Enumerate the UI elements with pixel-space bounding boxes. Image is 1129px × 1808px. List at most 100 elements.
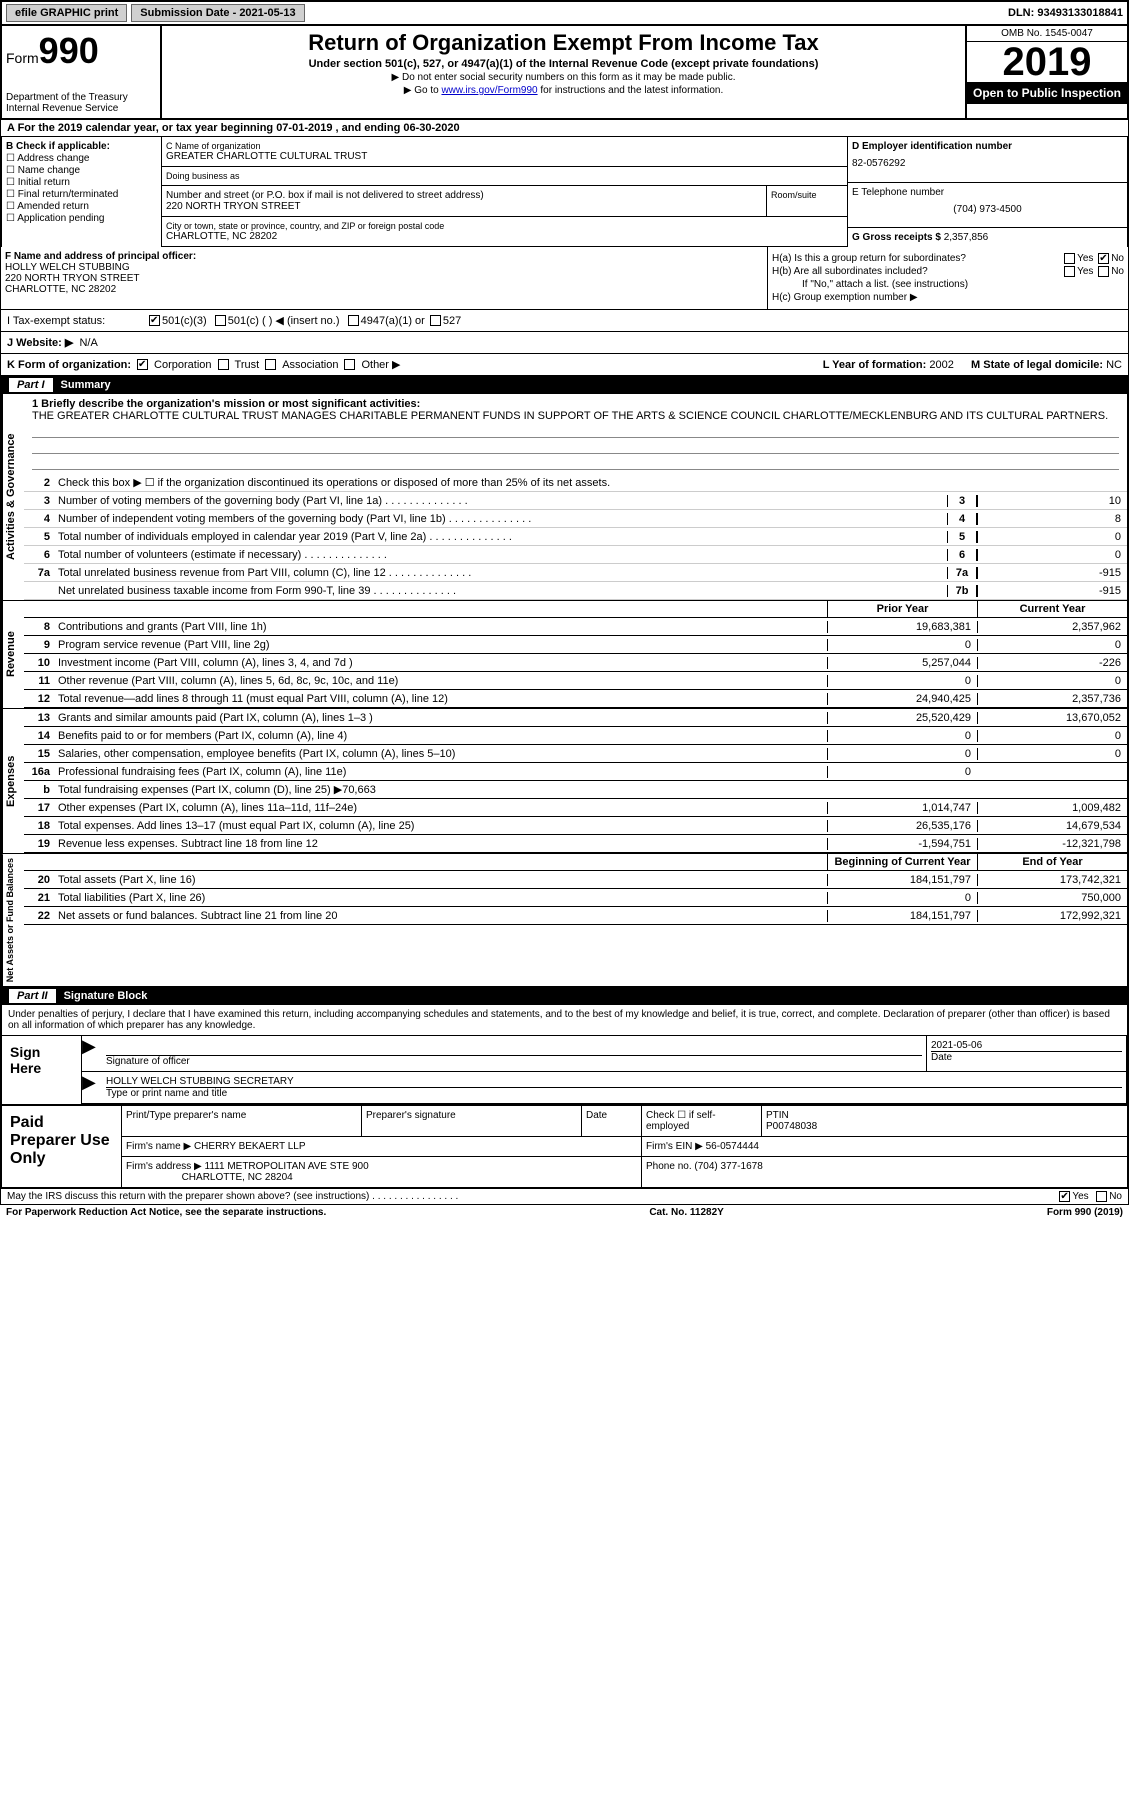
tax-year: 2019 <box>967 42 1127 82</box>
line4-val: 8 <box>977 513 1127 525</box>
preparer-name-header: Print/Type preparer's name <box>122 1106 362 1136</box>
hb-no[interactable] <box>1098 266 1109 277</box>
line20-py: 184,151,797 <box>827 874 977 886</box>
sig-date-label: Date <box>931 1051 1122 1063</box>
line16a-desc: Professional fundraising fees (Part IX, … <box>54 764 827 780</box>
line13-py: 25,520,429 <box>827 712 977 724</box>
column-c: C Name of organization GREATER CHARLOTTE… <box>162 137 847 247</box>
street-address: 220 NORTH TRYON STREET <box>166 201 762 212</box>
row-j: J Website: ▶ N/A <box>0 332 1129 354</box>
chk-501c3[interactable] <box>149 315 160 326</box>
part2-title: Signature Block <box>64 990 148 1002</box>
submission-date-button[interactable]: Submission Date - 2021-05-13 <box>131 4 304 22</box>
firm-ein-label: Firm's EIN ▶ <box>646 1141 703 1152</box>
chk-501c[interactable] <box>215 315 226 326</box>
row-i: I Tax-exempt status: 501(c)(3) 501(c) ( … <box>0 310 1129 332</box>
part1-num: Part I <box>9 378 53 392</box>
line14-desc: Benefits paid to or for members (Part IX… <box>54 728 827 744</box>
form-label: Form <box>6 50 39 66</box>
line19-cy: -12,321,798 <box>977 838 1127 850</box>
line13-cy: 13,670,052 <box>977 712 1127 724</box>
chk-final-return[interactable]: ☐ Final return/terminated <box>6 189 157 200</box>
line15-py: 0 <box>827 748 977 760</box>
discuss-question: May the IRS discuss this return with the… <box>7 1191 458 1202</box>
line13-desc: Grants and similar amounts paid (Part IX… <box>54 710 827 726</box>
note2-pre: ▶ Go to <box>404 85 442 96</box>
line3-desc: Number of voting members of the governin… <box>54 493 947 509</box>
arrow-icon: ▶ <box>82 1036 102 1071</box>
opt-other: Other ▶ <box>361 358 400 371</box>
chk-corporation[interactable] <box>137 359 148 370</box>
boy-header: Beginning of Current Year <box>827 854 977 870</box>
self-employed-header: Check ☐ if self-employed <box>642 1106 762 1136</box>
chk-trust[interactable] <box>218 359 229 370</box>
chk-association[interactable] <box>265 359 276 370</box>
eoy-header: End of Year <box>977 854 1127 870</box>
cat-no: Cat. No. 11282Y <box>649 1207 723 1218</box>
line20-cy: 173,742,321 <box>977 874 1127 886</box>
expenses-section: Expenses 13Grants and similar amounts pa… <box>0 709 1129 854</box>
firm-addr-label: Firm's address ▶ <box>126 1161 202 1172</box>
print-name-label: Type or print name and title <box>106 1087 1122 1099</box>
line7a-val: -915 <box>977 567 1127 579</box>
officer-print-name: HOLLY WELCH STUBBING SECRETARY <box>106 1076 1122 1087</box>
line6-val: 0 <box>977 549 1127 561</box>
line11-py: 0 <box>827 675 977 687</box>
activities-governance-section: Activities & Governance 1 Briefly descri… <box>0 394 1129 601</box>
chk-4947[interactable] <box>348 315 359 326</box>
line14-py: 0 <box>827 730 977 742</box>
line8-desc: Contributions and grants (Part VIII, lin… <box>54 619 827 635</box>
opt-trust: Trust <box>235 359 260 371</box>
line11-cy: 0 <box>977 675 1127 687</box>
efile-button[interactable]: efile GRAPHIC print <box>6 4 127 22</box>
side-label-activities: Activities & Governance <box>2 394 24 600</box>
chk-application-pending[interactable]: ☐ Application pending <box>6 213 157 224</box>
chk-527[interactable] <box>430 315 441 326</box>
discuss-no[interactable] <box>1096 1191 1107 1202</box>
discuss-yes[interactable] <box>1059 1191 1070 1202</box>
i-label: I Tax-exempt status: <box>7 315 147 327</box>
ha-no[interactable] <box>1098 253 1109 264</box>
line8-cy: 2,357,962 <box>977 621 1127 633</box>
opt-501c3: 501(c)(3) <box>162 315 207 327</box>
period-row: A For the 2019 calendar year, or tax yea… <box>0 120 1129 137</box>
website-value: N/A <box>79 337 97 349</box>
line15-cy: 0 <box>977 748 1127 760</box>
hb-yes[interactable] <box>1064 266 1075 277</box>
form990-link[interactable]: www.irs.gov/Form990 <box>441 85 537 96</box>
line21-desc: Total liabilities (Part X, line 26) <box>54 890 827 906</box>
line15-desc: Salaries, other compensation, employee b… <box>54 746 827 762</box>
discuss-row: May the IRS discuss this return with the… <box>0 1189 1129 1205</box>
line22-py: 184,151,797 <box>827 910 977 922</box>
firm-phone: (704) 377-1678 <box>694 1161 762 1172</box>
line8-py: 19,683,381 <box>827 621 977 633</box>
dln-text: DLN: 93493133018841 <box>1008 7 1123 19</box>
d-label: D Employer identification number <box>852 141 1123 152</box>
opt-corp: Corporation <box>154 359 211 371</box>
line12-cy: 2,357,736 <box>977 693 1127 705</box>
form-title: Return of Organization Exempt From Incom… <box>166 30 961 56</box>
line18-desc: Total expenses. Add lines 13–17 (must eq… <box>54 818 827 834</box>
form-footer: Form 990 (2019) <box>1047 1207 1123 1218</box>
chk-name-change[interactable]: ☐ Name change <box>6 165 157 176</box>
line16b-desc: Total fundraising expenses (Part IX, col… <box>54 781 827 798</box>
column-h: H(a) Is this a group return for subordin… <box>768 247 1128 309</box>
ha-label: H(a) Is this a group return for subordin… <box>772 253 966 264</box>
line11-desc: Other revenue (Part VIII, column (A), li… <box>54 673 827 689</box>
line12-py: 24,940,425 <box>827 693 977 705</box>
arrow-icon: ▶ <box>82 1072 102 1103</box>
preparer-sig-header: Preparer's signature <box>362 1106 582 1136</box>
line18-py: 26,535,176 <box>827 820 977 832</box>
column-d-e-g: D Employer identification number 82-0576… <box>847 137 1127 247</box>
c-name-label: C Name of organization <box>166 141 843 151</box>
m-label: M State of legal domicile: <box>971 359 1103 371</box>
dept-text: Department of the Treasury Internal Reve… <box>6 92 156 114</box>
chk-other[interactable] <box>344 359 355 370</box>
ha-yes[interactable] <box>1064 253 1075 264</box>
chk-amended[interactable]: ☐ Amended return <box>6 201 157 212</box>
city-state-zip: CHARLOTTE, NC 28202 <box>166 231 843 242</box>
b-label: B Check if applicable: <box>6 141 157 152</box>
chk-initial-return[interactable]: ☐ Initial return <box>6 177 157 188</box>
form-subtitle: Under section 501(c), 527, or 4947(a)(1)… <box>166 58 961 70</box>
chk-address-change[interactable]: ☐ Address change <box>6 153 157 164</box>
